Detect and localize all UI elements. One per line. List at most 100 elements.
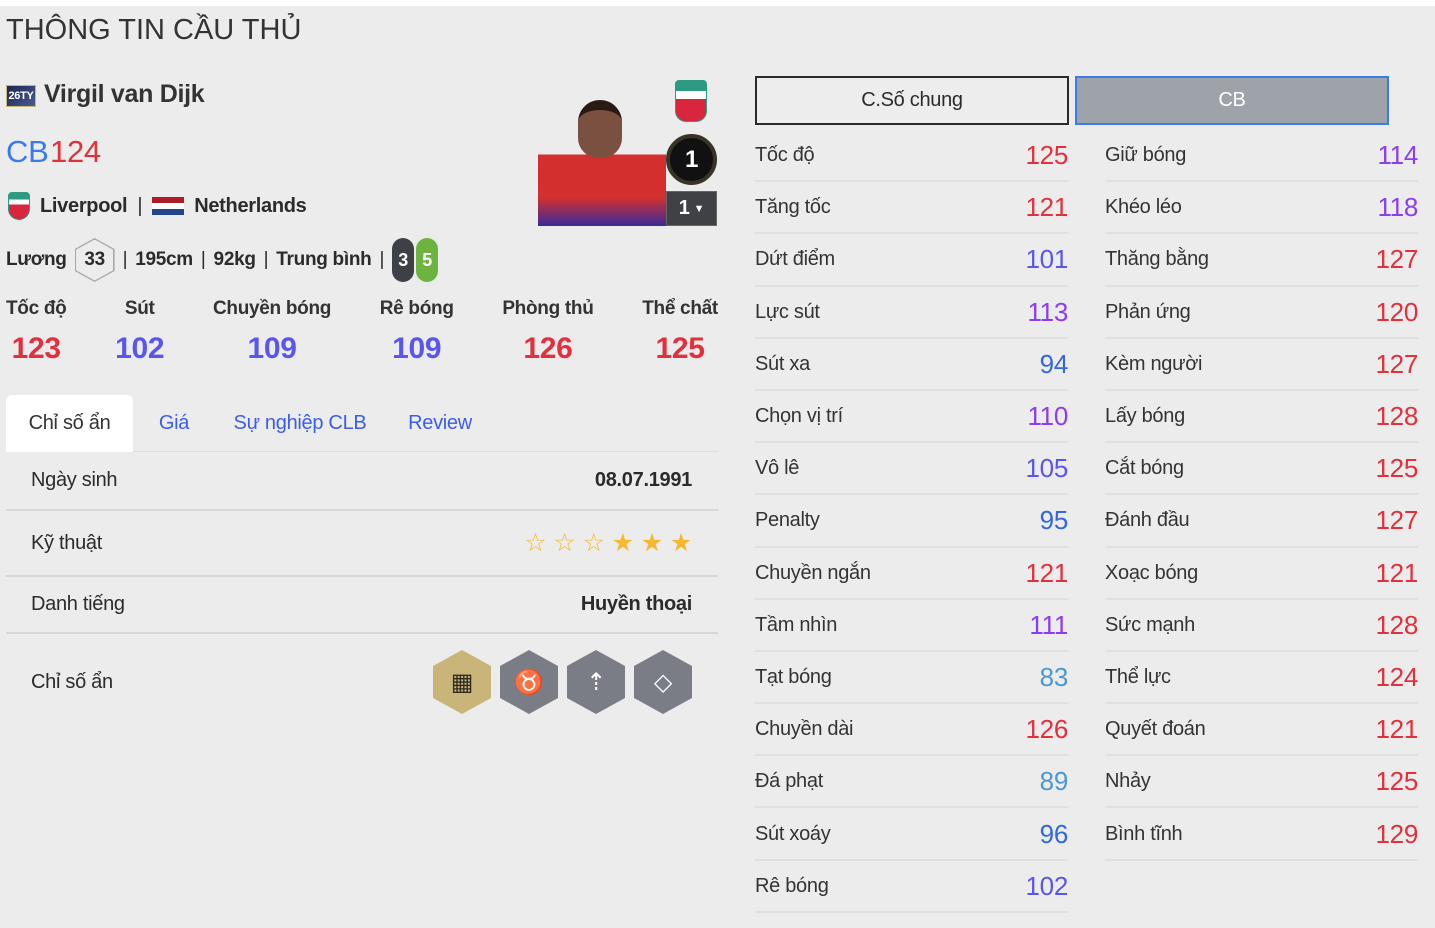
salary-hexagon: 33 xyxy=(74,238,115,282)
brick-wall-icon[interactable]: ▦ xyxy=(433,650,491,714)
stat-label: Dứt điểm xyxy=(755,248,835,271)
player-photo xyxy=(538,96,666,226)
summary-stat-value: 109 xyxy=(247,332,297,365)
tab-club-career[interactable]: Sự nghiệp CLB xyxy=(233,412,367,434)
summary-stat-label: Thể chất xyxy=(642,298,718,319)
stat-value: 102 xyxy=(1025,870,1069,901)
summary-stat: Thể chất 125 xyxy=(642,298,718,366)
stats-left-column: Tốc độ 125 Tăng tốc 121 Dứt điểm 101 Lực sút 11… xyxy=(755,130,1068,913)
stat-value: 121 xyxy=(1025,557,1069,588)
player-name: Virgil van Dijk xyxy=(44,80,205,108)
tab-hidden-stats[interactable]: Chỉ số ẩn xyxy=(6,395,133,452)
stat-value: 120 xyxy=(1375,296,1419,327)
stat-label: Tốc độ xyxy=(755,144,815,167)
stat-value: 125 xyxy=(1025,140,1069,171)
level-select-value: 1 xyxy=(678,197,690,219)
stat-label: Vô lê xyxy=(755,457,800,480)
stat-row: Rê bóng 102 xyxy=(755,861,1068,913)
stat-row: Sức mạnh 128 xyxy=(1105,600,1418,652)
stat-row: Lấy bóng 128 xyxy=(1105,391,1418,444)
tab-review[interactable]: Review xyxy=(408,412,472,434)
stat-label: Xoạc bóng xyxy=(1105,561,1198,584)
separator: | xyxy=(137,194,143,217)
stat-label: Kèm người xyxy=(1105,352,1203,375)
stat-label: Cắt bóng xyxy=(1105,457,1184,480)
diamond-icon[interactable]: ◇ xyxy=(634,650,692,714)
stat-label: Giữ bóng xyxy=(1105,144,1187,167)
right-foot-icon: 5 xyxy=(416,238,439,282)
stat-value: 113 xyxy=(1027,296,1068,327)
stat-label: Tầm nhìn xyxy=(755,613,838,636)
club-crest xyxy=(675,80,707,127)
summary-stat: Chuyền bóng 109 xyxy=(213,298,331,366)
stat-row: Tạt bóng 83 xyxy=(755,652,1068,705)
stat-row: Chuyền ngắn 121 xyxy=(755,548,1068,600)
info-tabs: Chỉ số ẩn Giá Sự nghiệp CLB Review xyxy=(6,395,718,452)
stat-value: 101 xyxy=(1025,244,1069,275)
summary-stat-value: 123 xyxy=(11,332,61,365)
stat-label: Chọn vị trí xyxy=(755,405,843,428)
summary-stat: Phòng thủ 126 xyxy=(502,298,594,366)
reputation-value: Huyền thoại xyxy=(580,593,692,615)
separator: | xyxy=(122,249,128,270)
stat-label: Chuyền dài xyxy=(755,718,854,741)
stat-value: 121 xyxy=(1375,714,1419,745)
tab-price[interactable]: Giá xyxy=(158,412,190,434)
stat-label: Sút xa xyxy=(755,352,810,375)
stat-value: 114 xyxy=(1377,140,1418,171)
height: 195cm xyxy=(135,249,193,270)
stat-value: 111 xyxy=(1029,609,1068,640)
birth-label: Ngày sinh xyxy=(31,469,118,491)
skill-row: Kỹ thuật ☆ ☆ ☆ ★ ★ ★ xyxy=(6,511,718,577)
traits-row: Chỉ số ẩn ▦ ♉ ⇡ ◇ xyxy=(6,634,718,730)
stat-row: Tăng tốc 121 xyxy=(755,182,1068,235)
summary-stats: Tốc độ 123 Sút 102 Chuyền bóng 109 Rê bóng 109 P… xyxy=(6,298,718,366)
upgrade-level-badge: 1 xyxy=(666,134,717,185)
page-title: THÔNG TIN CẦU THỦ xyxy=(6,14,302,46)
liverpool-crest-icon xyxy=(675,80,707,122)
weight: 92kg xyxy=(213,249,256,270)
body-type: Trung bình xyxy=(276,249,372,270)
stat-row: Đánh đầu 127 xyxy=(1105,495,1418,548)
stat-row: Đá phạt 89 xyxy=(755,756,1068,809)
bull-icon[interactable]: ♉ xyxy=(500,650,558,714)
stat-row: Kèm người 127 xyxy=(1105,339,1418,391)
stat-value: 124 xyxy=(1375,661,1419,692)
stat-label: Tạt bóng xyxy=(755,665,832,688)
stat-label: Sút xoáy xyxy=(755,822,831,845)
club-name[interactable]: Liverpool xyxy=(40,194,128,217)
stat-label: Phản ứng xyxy=(1105,300,1191,323)
stat-row: Thăng bằng 127 xyxy=(1105,234,1419,287)
stat-value: 127 xyxy=(1375,244,1419,275)
stat-row: Sút xa 94 xyxy=(755,339,1068,391)
long-throw-icon[interactable]: ⇡ xyxy=(567,650,625,714)
skill-label: Kỹ thuật xyxy=(31,531,102,554)
stat-value: 96 xyxy=(1039,818,1069,849)
stat-row: Tốc độ 125 xyxy=(755,130,1069,183)
summary-stat-label: Rê bóng xyxy=(379,298,454,319)
liverpool-crest-icon xyxy=(8,192,30,220)
stat-label: Đánh đầu xyxy=(1105,509,1190,532)
summary-stat-value: 109 xyxy=(392,332,442,365)
level-select[interactable]: 1 ▼ xyxy=(666,191,717,226)
top-bar xyxy=(0,0,1435,6)
stat-row: Bình tĩnh 129 xyxy=(1105,808,1418,861)
season-badge: 26TY xyxy=(6,85,36,107)
stat-value: 125 xyxy=(1375,453,1419,484)
nation-name[interactable]: Netherlands xyxy=(194,194,307,217)
player-info-row: Lương 33 | 195cm | 92kg | Trung bình | 3… xyxy=(6,238,439,282)
summary-stat-label: Sút xyxy=(124,298,155,319)
summary-stat-label: Tốc độ xyxy=(6,298,67,319)
stat-row: Phản ứng 120 xyxy=(1105,287,1418,339)
stat-row: Tầm nhìn 111 xyxy=(755,600,1068,652)
netherlands-flag-icon xyxy=(152,197,185,215)
tab-general-stats[interactable]: C.Số chung xyxy=(755,76,1069,125)
stat-row: Quyết đoán 121 xyxy=(1105,704,1419,757)
stat-label: Thể lực xyxy=(1105,665,1171,688)
stat-value: 127 xyxy=(1375,348,1419,379)
stat-value: 110 xyxy=(1027,401,1068,432)
separator: | xyxy=(263,249,269,270)
stat-value: 105 xyxy=(1025,453,1069,484)
traits-label: Chỉ số ẩn xyxy=(31,670,113,693)
tab-position-stats[interactable]: CB xyxy=(1075,76,1389,125)
